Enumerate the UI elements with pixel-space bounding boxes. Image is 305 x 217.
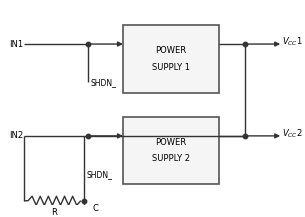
Text: POWER: POWER: [156, 46, 187, 55]
Text: SHDN_: SHDN_: [91, 78, 117, 87]
Bar: [123, 25, 219, 92]
Text: POWER: POWER: [156, 138, 187, 147]
Text: IN1: IN1: [9, 39, 23, 49]
Bar: [123, 117, 219, 184]
Text: SUPPLY 1: SUPPLY 1: [152, 62, 190, 72]
Text: C: C: [92, 204, 98, 213]
Text: $V_{CC}$2: $V_{CC}$2: [282, 128, 302, 140]
Text: SUPPLY 2: SUPPLY 2: [152, 154, 190, 163]
Text: IN2: IN2: [9, 131, 23, 140]
Text: R: R: [51, 208, 57, 217]
Text: SHDN_: SHDN_: [87, 170, 113, 179]
Text: $V_{CC}$1: $V_{CC}$1: [282, 36, 302, 48]
